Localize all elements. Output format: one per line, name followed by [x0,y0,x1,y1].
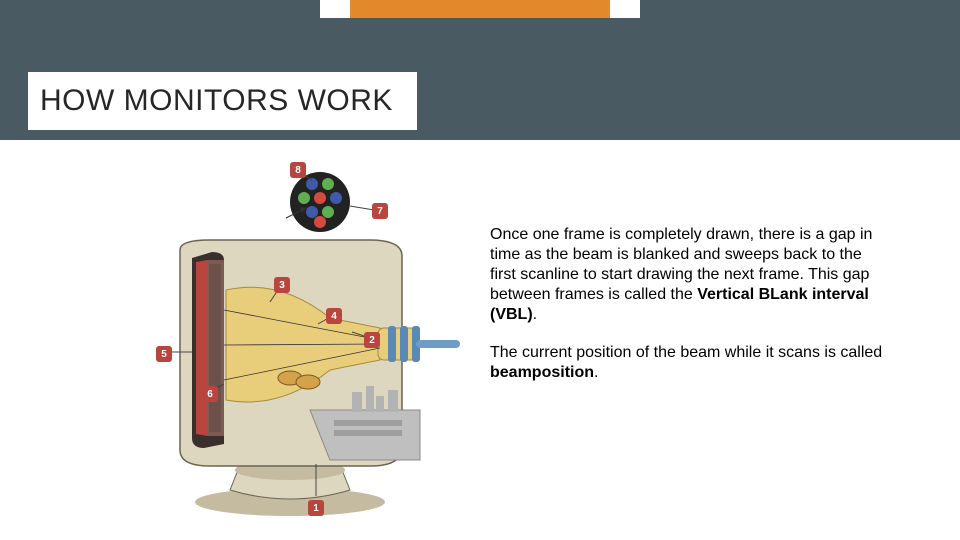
diagram-label-4: 4 [326,308,342,324]
diagram-label-3: 3 [274,277,290,293]
diagram-label-8: 8 [290,162,306,178]
diagram-label-1: 1 [308,500,324,516]
crt-diagram: 1 2 3 4 5 6 7 8 [120,160,460,520]
stripe-segment [350,0,610,18]
title-box: HOW MONITORS WORK [28,72,417,130]
paragraph-2: The current position of the beam while i… [490,343,890,383]
stripe-segment [610,0,640,18]
diagram-label-7: 7 [372,203,388,219]
para2-post: . [594,364,598,381]
top-stripe [0,0,960,18]
content-area: 1 2 3 4 5 6 7 8 Once one frame is completely dr… [0,160,960,540]
page-title: HOW MONITORS WORK [40,84,393,118]
diagram-label-5: 5 [156,346,172,362]
crt-svg [120,160,460,520]
para2-bold: beamposition [490,364,594,381]
header-band: HOW MONITORS WORK [0,18,960,140]
para2-pre: The current position of the beam while i… [490,344,882,361]
para1-post: . [533,306,537,323]
diagram-label-6: 6 [202,386,218,402]
text-column: Once one frame is completely drawn, ther… [490,225,890,401]
diagram-label-2: 2 [364,332,380,348]
stripe-segment [320,0,350,18]
paragraph-1: Once one frame is completely drawn, ther… [490,225,890,325]
stripe-segment [0,0,320,18]
stripe-segment [640,0,960,18]
